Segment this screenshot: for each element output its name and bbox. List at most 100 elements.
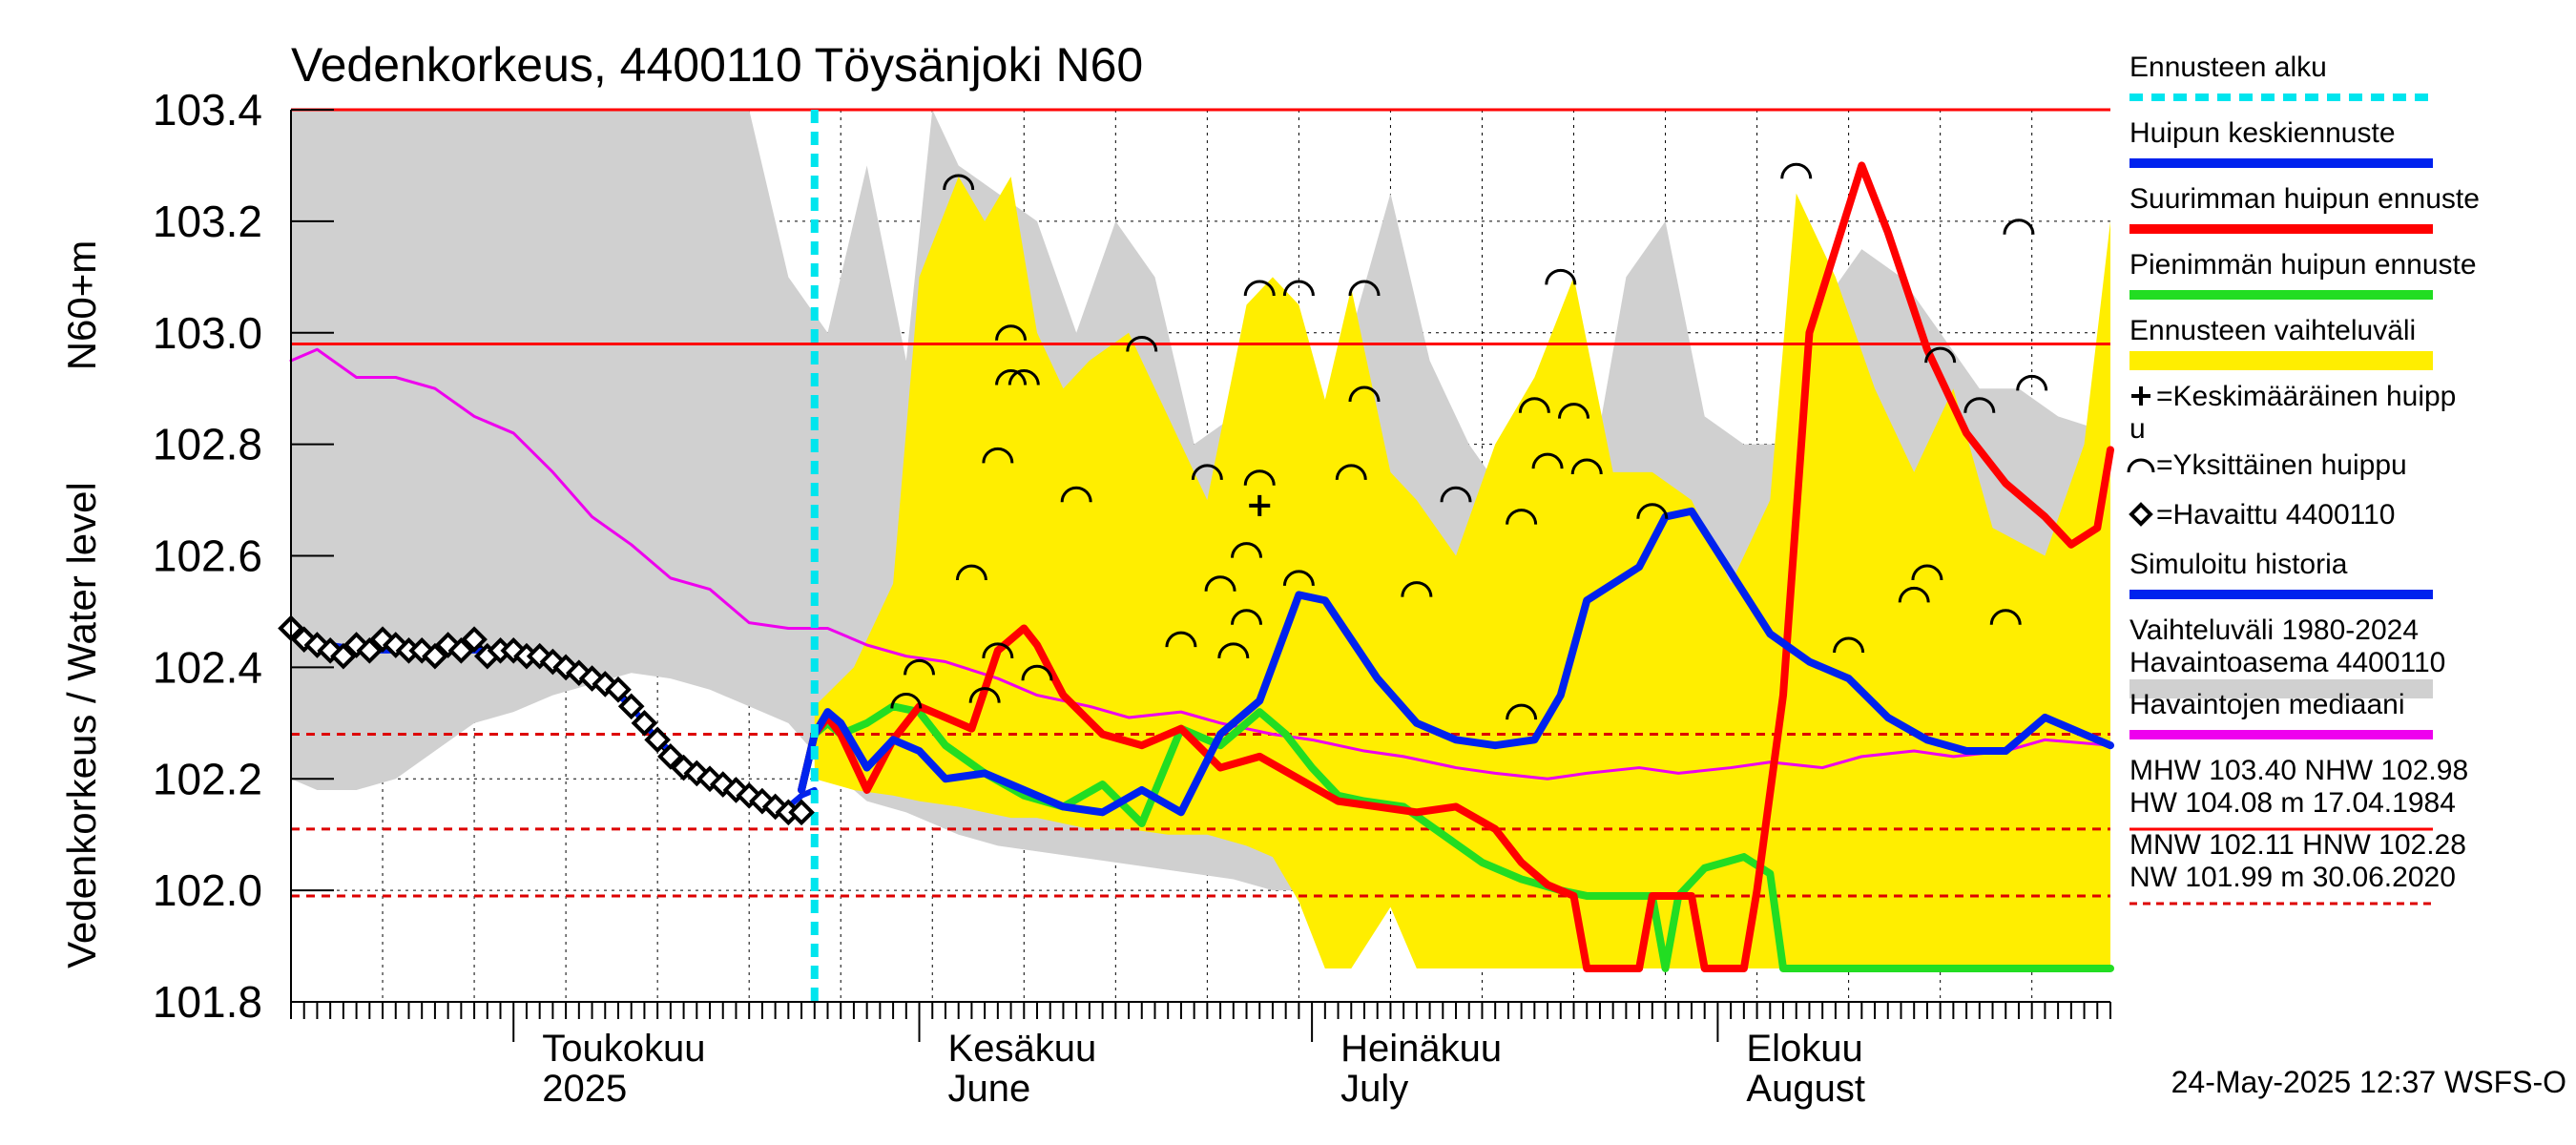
legend-label: Vaihteluväli 1980-2024 (2129, 614, 2419, 646)
legend-label: Ennusteen vaihteluväli (2129, 315, 2416, 346)
observed-point (461, 626, 488, 653)
single-peak-marker (1008, 369, 1040, 385)
single-peak-marker (1165, 631, 1197, 648)
month-label-en: June (948, 1068, 1031, 1110)
single-peak-marker (904, 658, 936, 676)
single-peak-marker (982, 447, 1014, 464)
legend-label: Pienimmän huipun ennuste (2129, 249, 2477, 281)
month-label: Kesäkuu (948, 1028, 1097, 1070)
observed-point (605, 676, 632, 703)
forecast-range-band (814, 177, 2110, 968)
legend-label-line2: NW 101.99 m 30.06.2020 (2129, 862, 2456, 893)
single-peak-marker (1021, 664, 1053, 681)
legend-label-line2: u (2129, 413, 2146, 445)
single-peak-marker (995, 369, 1028, 385)
single-peak-marker (1204, 575, 1236, 592)
y-tick-label: 102.0 (153, 865, 262, 915)
legend-band-swatch (2129, 351, 2433, 370)
single-peak-marker (968, 687, 1001, 703)
single-peak-marker (1335, 464, 1367, 480)
median-line (289, 347, 2112, 781)
y-axis-label-unit: N60+m (59, 240, 104, 371)
y-axis-label: Vedenkorkeus / Water level (59, 482, 104, 968)
single-peak-marker (1780, 162, 1813, 179)
single-peak-marker (1440, 486, 1472, 503)
forecast-range-area (814, 177, 2110, 968)
legend-label: =Keskimääräinen huipp (2156, 381, 2456, 412)
legend-label: Simuloitu historia (2129, 549, 2348, 580)
y-tick-label: 103.2 (153, 197, 262, 246)
observed-point (422, 642, 448, 670)
single-peak-marker (955, 564, 987, 581)
single-peak-marker (1282, 570, 1315, 586)
legend-label: =Yksittäinen huippu (2156, 449, 2407, 481)
single-peak-marker (1911, 564, 1943, 581)
single-peak-marker (1231, 542, 1263, 558)
legend-plus-icon (2131, 386, 2150, 406)
single-peak-marker (1898, 586, 1930, 603)
single-peak-marker (1833, 636, 1865, 654)
single-peak-marker (1348, 280, 1381, 297)
observed-point (788, 799, 815, 826)
single-peak-marker (1545, 268, 1577, 285)
y-tick-label: 102.4 (153, 642, 262, 692)
y-tick-label: 103.4 (153, 85, 262, 135)
single-peak-marker (1963, 397, 1996, 413)
y-tick-label: 102.2 (153, 754, 262, 803)
y-tick-label: 102.6 (153, 531, 262, 581)
mean-peak-marker (1249, 494, 1271, 516)
single-peak-marker (2016, 374, 2048, 391)
single-peak-marker (1060, 486, 1092, 503)
legend-arc-icon (2127, 458, 2155, 473)
single-peak-marker (1348, 385, 1381, 403)
legend-label: Huipun keskiennuste (2129, 117, 2396, 149)
single-peak-marker (1531, 452, 1564, 469)
legend-diamond-icon (2129, 502, 2153, 527)
y-tick-label: 103.0 (153, 308, 262, 358)
observed-point (356, 637, 384, 664)
legend-label-line2: Havaintoasema 4400110 (2129, 647, 2445, 678)
legend-label: MNW 102.11 HNW 102.28 (2129, 829, 2466, 861)
month-label-en: July (1340, 1068, 1408, 1110)
month-label: Toukokuu (542, 1028, 705, 1070)
month-label: Elokuu (1746, 1028, 1862, 1070)
observed-point (617, 693, 645, 720)
single-peak-marker (1217, 642, 1250, 658)
single-peak-marker (1570, 458, 1603, 475)
y-tick-label: 101.8 (153, 977, 262, 1027)
legend-label-line2: HW 104.08 m 17.04.1984 (2129, 787, 2456, 819)
single-peak-marker (1191, 464, 1223, 480)
single-peak-marker (890, 693, 923, 709)
observed-markers (278, 614, 815, 826)
single-peak-marker (1243, 469, 1276, 486)
single-peak-marker (1243, 280, 1276, 297)
single-peak-marker (1506, 509, 1538, 525)
single-peak-marker (1231, 609, 1263, 625)
observed-point (447, 637, 475, 664)
legend: Ennusteen alku Huipun keskiennuste Suurimm… (2127, 52, 2480, 906)
single-peak-marker (1506, 703, 1538, 720)
mean-peak-forecast-line (798, 507, 2114, 817)
single-peak-marker (1126, 336, 1158, 352)
single-peak-marker (1518, 397, 1550, 413)
legend-label: =Havaittu 4400110 (2156, 499, 2395, 531)
single-peak-marker (1282, 280, 1315, 297)
month-label-en: 2025 (542, 1068, 627, 1110)
single-peak-marker (982, 642, 1014, 658)
single-peak-marker (2003, 219, 2035, 235)
single-peak-marker (943, 174, 975, 191)
legend-label: Ennusteen alku (2129, 52, 2327, 83)
single-peak-marker (1989, 609, 2022, 625)
observed-point (657, 743, 684, 770)
observed-point (644, 726, 671, 754)
chart-title: Vedenkorkeus, 4400110 Töysänjoki N60 (291, 38, 1143, 92)
single-peak-marker (1401, 581, 1433, 597)
month-label: Heinäkuu (1340, 1028, 1502, 1070)
single-peak-marker (1558, 403, 1589, 419)
single-peak-marker (1636, 503, 1669, 519)
month-label-en: August (1746, 1068, 1865, 1110)
observed-point (631, 709, 658, 737)
max-peak-forecast-line (798, 161, 2114, 972)
legend-label: MHW 103.40 NHW 102.98 (2129, 755, 2468, 786)
single-peak-marker (1924, 346, 1957, 364)
